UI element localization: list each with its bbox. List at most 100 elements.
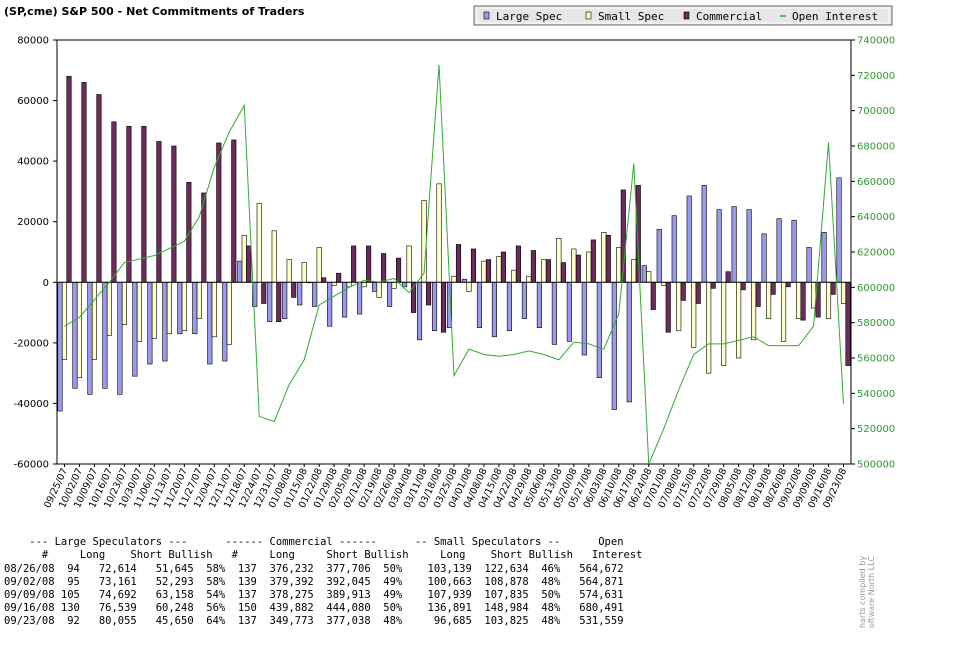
commercial-bar [425, 281, 432, 306]
small-spec-bar [496, 256, 502, 283]
commercial-bar [351, 245, 357, 283]
small-spec-bar [526, 275, 532, 283]
commercial-bar [635, 185, 641, 283]
table-row: 09/09/08 105 74,692 63,158 54% 137 378,2… [4, 589, 624, 601]
left-tick-label: 80000 [17, 36, 49, 47]
legend-label: Commercial [696, 10, 762, 23]
credit-line-1: harts compiled by [858, 556, 867, 628]
small-spec-bar [301, 262, 307, 283]
left-axis: -60000 -40000 -20000 0 20000 40000 60000 80000 [14, 36, 57, 471]
large-spec-bar [117, 281, 123, 395]
x-axis: 09/25/0710/02/0710/09/0710/16/0710/23/07… [42, 464, 849, 510]
table-row: 09/23/08 92 80,055 45,650 64% 137 349,77… [4, 615, 624, 627]
small-spec-bar [766, 281, 772, 319]
commercial-bar [560, 262, 566, 283]
commercial-bar [500, 251, 506, 283]
small-spec-bar [256, 203, 262, 283]
small-spec-bar [781, 281, 787, 342]
small-spec-bar [241, 235, 247, 283]
large-spec-bar [342, 281, 348, 318]
small-spec-bar [61, 281, 68, 360]
small-spec-bar [691, 281, 697, 348]
open-interest-line [64, 64, 845, 465]
large-spec-bar [177, 281, 183, 335]
small-spec-bar [91, 281, 97, 360]
small-spec-bar [316, 247, 322, 283]
large-spec-bar [701, 185, 707, 283]
left-tick-label: 40000 [17, 157, 49, 168]
large-spec-bar [102, 281, 108, 389]
small-spec-bar [571, 248, 577, 283]
commercial-bar [321, 277, 327, 283]
commercial-bar [156, 141, 162, 283]
large-spec-bar [551, 281, 557, 345]
large-spec-bar [87, 281, 93, 395]
right-tick-label: 660000 [857, 177, 895, 188]
commercial-bar [381, 253, 387, 283]
large-spec-bar [282, 281, 288, 319]
table-row: 09/02/08 95 73,161 52,293 58% 139 379,39… [4, 576, 624, 588]
right-tick-label: 540000 [857, 389, 895, 400]
commercial-bar [231, 139, 237, 283]
large-spec-bar [596, 281, 602, 378]
right-tick-label: 500000 [857, 460, 895, 471]
large-spec-bar [641, 265, 647, 283]
large-spec-bar [327, 281, 333, 327]
large-spec-bar [536, 281, 542, 329]
large-spec-bar [267, 281, 273, 322]
large-spec-bar [521, 281, 527, 319]
commercial-bar [66, 76, 72, 283]
large-spec-bar [207, 281, 213, 365]
small-spec-bar [451, 275, 457, 283]
small-spec-bar [541, 259, 547, 283]
commercial-bar [515, 245, 521, 283]
legend-label: Open Interest [792, 10, 878, 23]
commercial-bar [575, 254, 581, 283]
right-axis: 500000 520000 540000 560000 580000 600000 6200… [851, 36, 895, 471]
large-spec-bar [387, 281, 393, 307]
commercial-bar [470, 248, 477, 283]
commercial-bar [81, 82, 87, 283]
commercial-bar [605, 235, 611, 283]
small-spec-bar [226, 281, 232, 345]
credit: harts compiled by oftware North LLC [858, 555, 876, 628]
commercial-bar [276, 281, 282, 322]
small-spec-bar [751, 281, 757, 341]
large-spec-bar [671, 215, 677, 283]
large-spec-bar [716, 209, 722, 283]
commercial-bar [800, 281, 806, 321]
small-spec-bar [151, 281, 157, 339]
small-spec-bar [631, 259, 637, 283]
small-spec-bar [466, 281, 472, 292]
commercial-bar [770, 281, 776, 295]
table-row: 08/26/08 94 72,614 51,645 58% 137 376,23… [4, 563, 624, 575]
large-spec-bar [237, 260, 243, 283]
small-spec-bar [106, 281, 112, 336]
left-tick-label: -20000 [14, 338, 49, 349]
legend-swatch [483, 11, 490, 20]
commercial-bar [785, 281, 791, 288]
right-tick-label: 720000 [857, 71, 895, 82]
left-tick-label: 60000 [17, 96, 49, 107]
large-spec-bar [611, 281, 617, 410]
commercial-bar [366, 245, 372, 283]
commercial-bar [171, 145, 177, 283]
large-spec-bar [357, 281, 363, 315]
commercial-bar [545, 259, 551, 283]
small-spec-bar [796, 281, 802, 319]
commercial-bar [830, 281, 836, 295]
credit-line-2: oftware North LLC [867, 555, 876, 628]
commercial-bar [845, 281, 851, 366]
small-spec-bar [76, 281, 83, 378]
large-spec-bar [147, 281, 153, 365]
commercial-bar [755, 281, 761, 307]
left-tick-label: 0 [43, 278, 49, 289]
large-spec-bar [626, 281, 632, 403]
commercial-bar [650, 281, 656, 310]
legend: Large Spec Small Spec Commercial Open Inter… [473, 5, 893, 26]
small-spec-bar [511, 269, 517, 283]
large-spec-bar [416, 281, 423, 341]
left-tick-label: -60000 [14, 460, 49, 471]
small-spec-bar [736, 281, 742, 359]
